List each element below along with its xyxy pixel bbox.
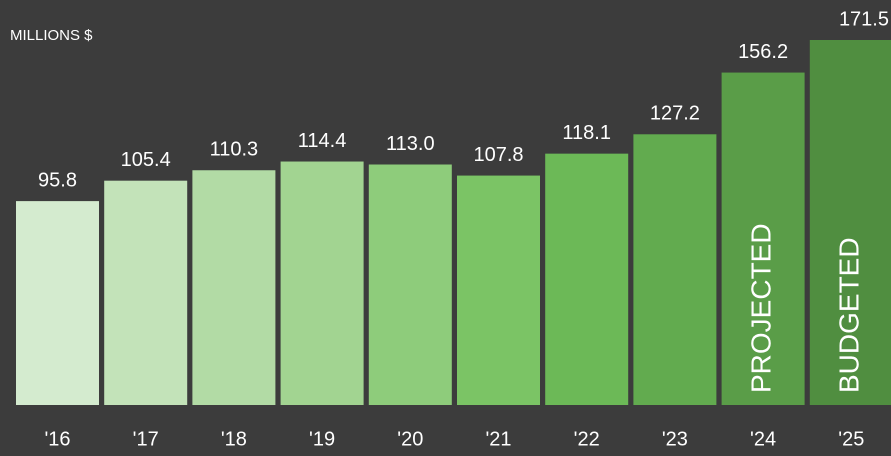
value-label: 156.2 <box>738 41 788 63</box>
value-label: 107.8 <box>473 144 523 166</box>
bar-annotation: PROJECTED <box>745 223 776 393</box>
bar <box>633 134 717 405</box>
x-tick-label: '20 <box>397 428 423 450</box>
bar <box>457 175 540 405</box>
value-label: 105.4 <box>121 149 171 171</box>
bar <box>16 201 99 405</box>
x-tick-label: '16 <box>44 428 70 450</box>
bar <box>721 72 805 405</box>
y-axis-label: MILLIONS $ <box>10 27 93 44</box>
value-label: 127.2 <box>650 103 700 125</box>
value-label: 95.8 <box>38 169 77 191</box>
x-tick-label: '24 <box>750 428 776 450</box>
value-label: 114.4 <box>298 130 347 152</box>
x-tick-label: '18 <box>221 428 247 450</box>
bar <box>809 40 891 405</box>
x-tick-label: '17 <box>133 428 159 450</box>
x-tick-label: '23 <box>662 428 688 450</box>
bar <box>104 180 188 405</box>
bar-annotation: BUDGETED <box>834 237 865 393</box>
value-label: 171.5 <box>839 8 889 30</box>
bar <box>192 170 276 405</box>
x-tick-label: '22 <box>574 428 600 450</box>
value-label: 118.1 <box>562 122 611 144</box>
value-label: 113.0 <box>386 133 435 155</box>
x-tick-label: '19 <box>309 428 335 450</box>
value-label: 110.3 <box>210 139 259 161</box>
x-tick-label: '21 <box>485 428 511 450</box>
bar <box>545 153 629 405</box>
bar <box>280 161 364 405</box>
x-tick-label: '25 <box>838 428 864 450</box>
bar <box>368 164 452 405</box>
